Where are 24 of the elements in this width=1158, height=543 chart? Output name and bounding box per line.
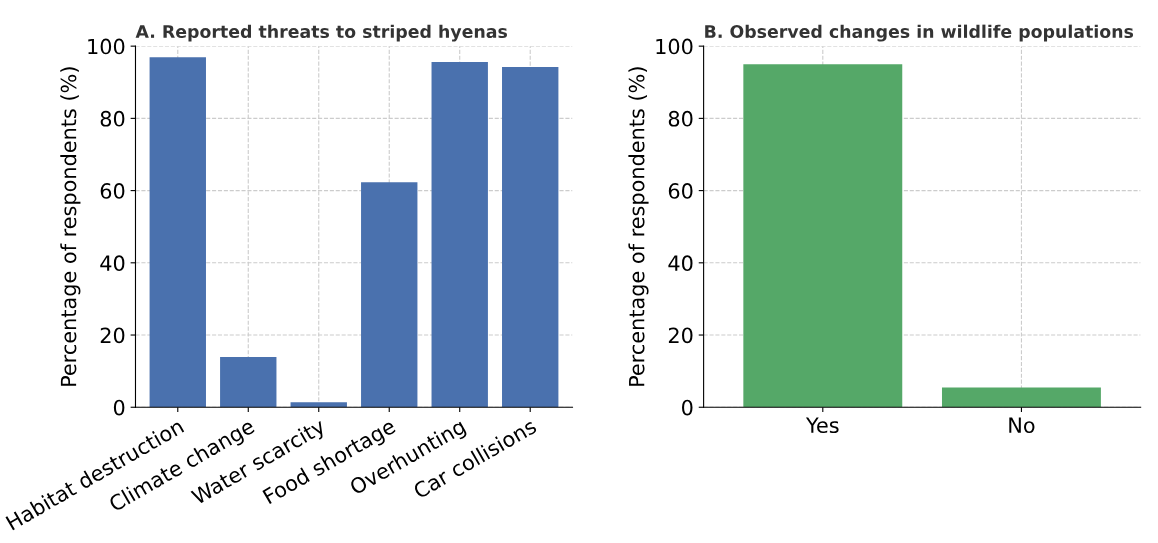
bar xyxy=(149,57,206,408)
y-tick-label: 80 xyxy=(668,110,693,127)
chart-title: A. Reported threats to striped hyenas xyxy=(135,24,508,42)
bar xyxy=(220,357,277,408)
y-tick-label: 0 xyxy=(682,399,693,416)
y-axis-title: Percentage of respondents (%) xyxy=(60,67,81,386)
y-tick-label: 80 xyxy=(100,110,125,127)
y-tick-label: 40 xyxy=(100,255,125,272)
y-tick-label: 0 xyxy=(113,399,125,416)
x-tick-label: No xyxy=(1009,417,1035,434)
bar xyxy=(361,182,418,408)
bar xyxy=(290,402,347,408)
y-tick-label: 100 xyxy=(656,38,693,55)
y-tick-label: 60 xyxy=(100,183,125,199)
y-tick-label: 40 xyxy=(668,255,693,272)
bar xyxy=(502,67,559,408)
y-tick-label: 100 xyxy=(88,38,125,55)
x-tick-label: Yes xyxy=(805,417,839,434)
y-axis-title: Percentage of respondents (%) xyxy=(628,67,649,386)
bar xyxy=(431,62,488,408)
y-tick-label: 60 xyxy=(668,183,693,199)
y-tick-label: 20 xyxy=(100,327,125,344)
y-tick-label: 20 xyxy=(668,327,693,344)
chart-title: B. Observed changes in wildlife populations xyxy=(705,24,1134,42)
